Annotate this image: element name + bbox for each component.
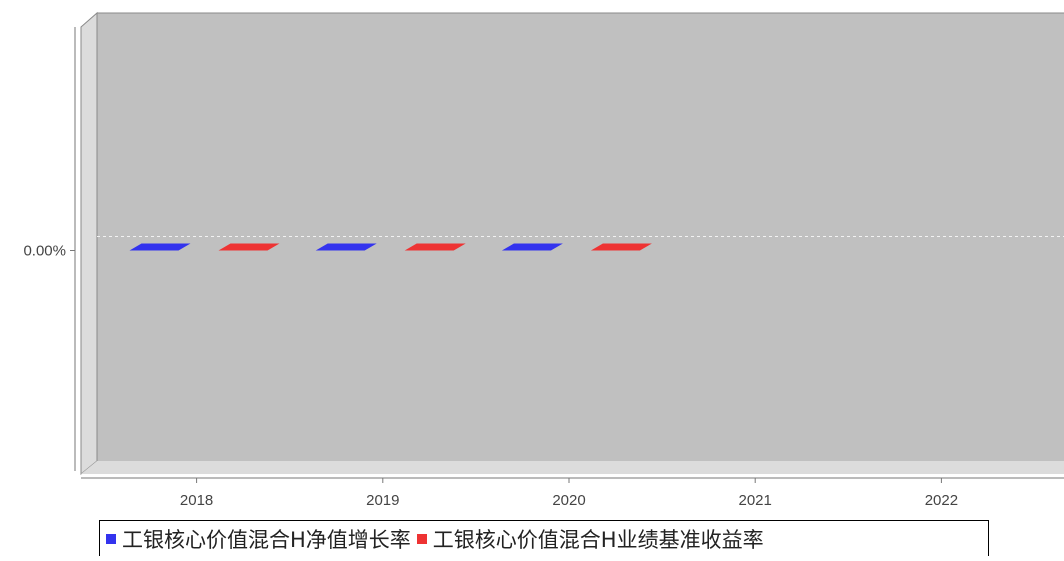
x-tick-label: 2020 (552, 492, 585, 509)
plot-back-wall (97, 13, 1064, 461)
bar (404, 243, 466, 251)
legend-swatch (416, 533, 427, 544)
legend-swatch (106, 533, 116, 544)
chart: 0.00% 2018 2019 2020 2021 2022 (23, 11, 1064, 509)
x-tick-label: 2021 (739, 492, 772, 509)
x-tick-label: 2018 (180, 492, 213, 509)
bar (129, 243, 191, 251)
bar (218, 243, 280, 251)
bar (315, 243, 377, 251)
legend-item: 工银核心价值混合H业绩基准收益率 (416, 524, 764, 554)
legend-label: 工银核心价值混合H净值增长率 (122, 527, 411, 552)
bar (501, 243, 563, 251)
x-tick-label: 2019 (366, 492, 399, 509)
y-tick-label: 0.00% (23, 243, 66, 260)
plot-floor (81, 461, 1064, 474)
plot-left-wall (80, 11, 98, 476)
bar (590, 243, 652, 251)
legend: 工银核心价值混合H净值增长率 工银核心价值混合H业绩基准收益率 (99, 520, 989, 556)
legend-label: 工银核心价值混合H业绩基准收益率 (432, 527, 764, 552)
x-tick-label: 2022 (925, 492, 958, 509)
legend-item: 工银核心价值混合H净值增长率 (106, 524, 411, 554)
